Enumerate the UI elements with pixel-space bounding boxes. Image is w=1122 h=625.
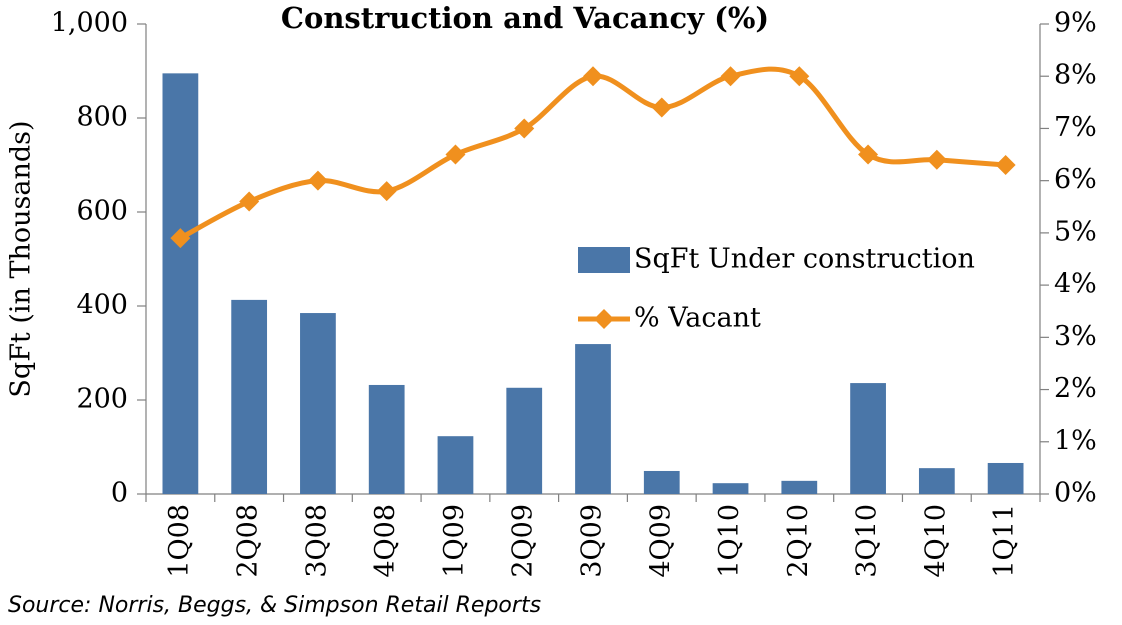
bar: [506, 387, 543, 494]
marker: [720, 66, 741, 87]
line: [179, 66, 1006, 241]
marker: [651, 97, 672, 118]
x-tick-label: 1Q08: [164, 504, 195, 578]
x-tick-label: 3Q09: [577, 504, 608, 578]
x-tick-label: 1Q10: [714, 504, 745, 578]
y2-tick-label: 0%: [1054, 478, 1097, 509]
marker: [376, 181, 397, 202]
x-tick-label: 2Q08: [233, 504, 264, 578]
x-tick-label: 2Q10: [783, 504, 814, 578]
x-tick-label: 3Q10: [852, 504, 883, 578]
marker: [307, 170, 328, 191]
y-tick-label: 0: [111, 478, 128, 509]
x-tick-label: 3Q08: [301, 504, 332, 578]
x-tick-label: 1Q09: [439, 504, 470, 578]
x-tick-label: 4Q08: [370, 504, 401, 578]
marker: [239, 191, 260, 212]
y2-tick-label: 6%: [1054, 164, 1097, 195]
y-tick-label: 600: [76, 196, 128, 227]
y-axis-label: SqFt (in Thousands): [6, 120, 37, 397]
bar: [575, 344, 611, 494]
y2-tick-label: 2%: [1054, 373, 1097, 404]
bar: [231, 299, 268, 494]
bar: [162, 73, 199, 494]
y2-tick-label: 3%: [1054, 321, 1097, 352]
y-tick-label: 400: [76, 290, 128, 321]
y2-tick-label: 1%: [1054, 425, 1097, 456]
marker: [789, 66, 810, 87]
bar: [918, 468, 955, 494]
bar: [368, 384, 405, 494]
chart-title: Construction and Vacancy (%): [281, 1, 769, 35]
bar: [300, 313, 336, 494]
bar: [643, 470, 680, 494]
y2-tick-label: 5%: [1054, 216, 1097, 247]
y2-tick-label: 8%: [1054, 60, 1097, 91]
x-tick-label: 2Q09: [508, 504, 539, 578]
marker: [926, 149, 947, 170]
legend-swatch: [578, 247, 630, 273]
legend-label: SqFt Under construction: [634, 244, 975, 275]
bar: [437, 436, 474, 494]
marker: [583, 66, 603, 87]
marker: [514, 118, 535, 139]
source-note: Source: Norris, Beggs, & Simpson Retail …: [8, 593, 541, 618]
x-tick-label: 4Q10: [920, 504, 951, 578]
marker: [445, 144, 466, 165]
y2-tick-label: 9%: [1054, 8, 1097, 39]
bar: [987, 462, 1024, 494]
legend-label: % Vacant: [634, 303, 761, 334]
y2-tick-label: 4%: [1054, 269, 1097, 300]
x-tick-label: 4Q09: [645, 504, 676, 578]
marker: [995, 155, 1016, 175]
bar: [850, 383, 886, 494]
x-tick-label: 1Q11: [989, 504, 1020, 578]
legend-swatch: [594, 309, 614, 329]
y-tick-label: 1,000: [51, 8, 128, 39]
marker: [170, 228, 191, 249]
y2-tick-label: 7%: [1054, 112, 1097, 143]
marker: [858, 144, 879, 165]
y-tick-label: 800: [76, 102, 128, 133]
y-tick-label: 200: [76, 384, 128, 415]
bar: [712, 483, 749, 494]
bar: [781, 480, 818, 494]
